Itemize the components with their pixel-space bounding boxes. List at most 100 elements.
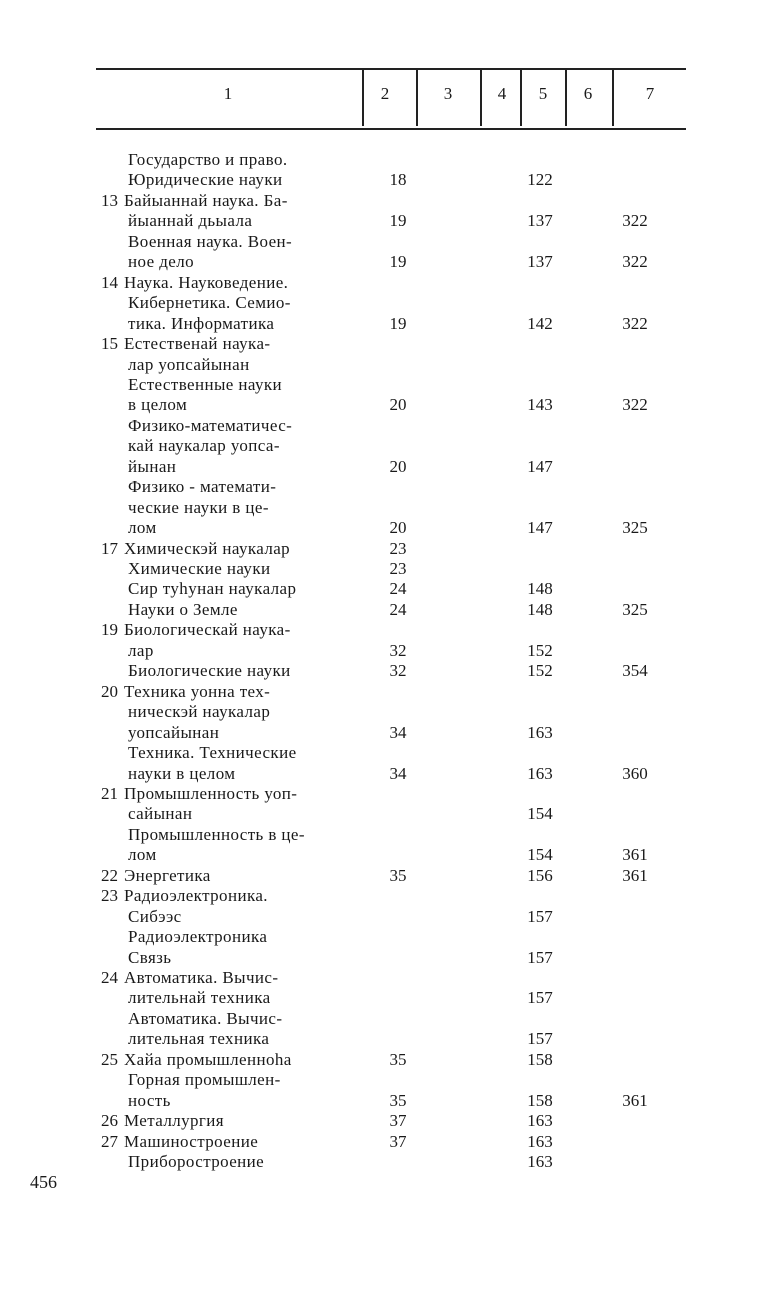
- table-row: 19 Биологическай наука-: [0, 620, 780, 640]
- cell-col-5: 152: [527, 661, 553, 681]
- row-label: уопсайынан: [128, 722, 220, 742]
- row-label: науки в целом: [128, 763, 236, 783]
- cell-col-5: 143: [527, 395, 553, 415]
- table-row: йыаннай дьыала 19 137 322: [0, 211, 780, 231]
- cell-col-5: 147: [527, 456, 553, 476]
- cell-col-5: 163: [527, 1111, 553, 1131]
- cell-col-7: 354: [622, 661, 648, 681]
- row-label: Горная промышлен-: [128, 1070, 281, 1090]
- table-row: 26 Металлургия 37 163: [0, 1111, 780, 1131]
- cell-col-2: 19: [389, 313, 407, 333]
- table-row: Химические науки 23: [0, 559, 780, 579]
- cell-col-2: 32: [389, 661, 407, 681]
- cell-col-7: 360: [622, 763, 648, 783]
- column-header-2: 2: [380, 84, 390, 103]
- table-row: уопсайынан 34 163: [0, 723, 780, 743]
- row-label: Сибээс: [128, 906, 182, 926]
- row-label: Физико - математи-: [128, 477, 277, 497]
- table-row: 14 Наука. Науковедение.: [0, 273, 780, 293]
- table-row: Приборостроение 163: [0, 1152, 780, 1172]
- column-header-5: 5: [538, 84, 548, 103]
- cell-col-5: 154: [527, 804, 553, 824]
- row-label: Кибернетика. Семио-: [128, 293, 291, 313]
- row-label: Юридические науки: [128, 170, 283, 190]
- cell-col-5: 137: [527, 211, 553, 231]
- table-row: Биологические науки 32 152 354: [0, 661, 780, 681]
- table-row: кай наукалар уопса-: [0, 436, 780, 456]
- column-divider: [612, 68, 614, 126]
- table-row: 27 Машиностроение 37 163: [0, 1132, 780, 1152]
- row-number: 19: [101, 620, 118, 640]
- row-label: Биологические науки: [128, 661, 291, 681]
- table-row: 25 Хайа промышленноһа 35 158: [0, 1050, 780, 1070]
- cell-col-7: 322: [622, 395, 648, 415]
- cell-col-5: 148: [527, 579, 553, 599]
- row-label: лом: [128, 518, 157, 538]
- cell-col-5: 163: [527, 722, 553, 742]
- row-label: Естественные науки: [128, 374, 283, 394]
- column-divider: [520, 68, 522, 126]
- table-row: Кибернетика. Семио-: [0, 293, 780, 313]
- cell-col-5: 158: [527, 1090, 553, 1110]
- row-label: в целом: [128, 395, 188, 415]
- cell-col-5: 147: [527, 518, 553, 538]
- column-divider: [480, 68, 482, 126]
- column-divider: [416, 68, 418, 126]
- cell-col-7: 322: [622, 252, 648, 272]
- table-row: лар уопсайынан: [0, 355, 780, 375]
- table-row: Горная промышлен-: [0, 1070, 780, 1090]
- cell-col-5: 148: [527, 599, 553, 619]
- table-row: лом 20 147 325: [0, 518, 780, 538]
- cell-col-2: 35: [389, 1090, 407, 1110]
- cell-col-7: 361: [622, 845, 648, 865]
- table-row: Техника. Технические: [0, 743, 780, 763]
- cell-col-5: 157: [527, 947, 553, 967]
- table-row: науки в целом 34 163 360: [0, 764, 780, 784]
- cell-col-2: 18: [389, 170, 407, 190]
- table-row: Военная наука. Воен-: [0, 232, 780, 252]
- row-label: ное дело: [128, 252, 194, 272]
- row-label: Сир туһунан наукалар: [128, 579, 297, 599]
- table-row: сайынан 154: [0, 804, 780, 824]
- row-label: Связь: [128, 947, 172, 967]
- table-row: 24 Автоматика. Вычис-: [0, 968, 780, 988]
- cell-col-2: 34: [389, 763, 407, 783]
- column-divider: [362, 68, 364, 126]
- row-label: Химические науки: [128, 559, 271, 578]
- table-header-rule: [96, 128, 686, 130]
- cell-col-7: 325: [622, 518, 648, 538]
- table-row: 15 Естественай наука-: [0, 334, 780, 354]
- cell-col-2: 37: [389, 1111, 407, 1131]
- row-number: 25: [101, 1049, 118, 1069]
- cell-col-5: 156: [527, 865, 553, 885]
- table-row: лительная техника 157: [0, 1029, 780, 1049]
- cell-col-2: 20: [389, 518, 407, 538]
- table-row: йынан 20 147: [0, 457, 780, 477]
- row-label: Автоматика. Вычис-: [128, 1008, 283, 1028]
- row-number: 13: [101, 190, 118, 210]
- row-label: Техника уонна тех-: [124, 681, 271, 701]
- row-label: лительнай техника: [128, 988, 271, 1008]
- row-number: 14: [101, 272, 118, 292]
- table-row: ническэй наукалар: [0, 702, 780, 722]
- cell-col-2: 24: [389, 599, 407, 619]
- table-row: Сир туһунан наукалар 24 148: [0, 579, 780, 599]
- row-label: Промышленность в це-: [128, 824, 305, 844]
- row-number: 23: [101, 886, 118, 906]
- table-row: Физико - математи-: [0, 477, 780, 497]
- cell-col-5: 122: [527, 170, 553, 190]
- cell-col-5: 157: [527, 1029, 553, 1049]
- table-row: лительнай техника 157: [0, 988, 780, 1008]
- row-label: Физико-математичес-: [128, 415, 293, 435]
- row-label: Хайа промышленноһа: [124, 1049, 292, 1069]
- table-row: Промышленность в це-: [0, 825, 780, 845]
- column-header-3: 3: [443, 84, 453, 103]
- row-number: 22: [101, 865, 118, 885]
- cell-col-2: 32: [389, 640, 407, 660]
- table-row: ность 35 158 361: [0, 1091, 780, 1111]
- table-row: Юридические науки 18 122: [0, 170, 780, 190]
- cell-col-7: 361: [622, 865, 648, 885]
- row-label: лительная техника: [128, 1029, 270, 1049]
- table-row: 22 Энергетика 35 156 361: [0, 866, 780, 886]
- table-row: 13 Байыаннай наука. Ба-: [0, 191, 780, 211]
